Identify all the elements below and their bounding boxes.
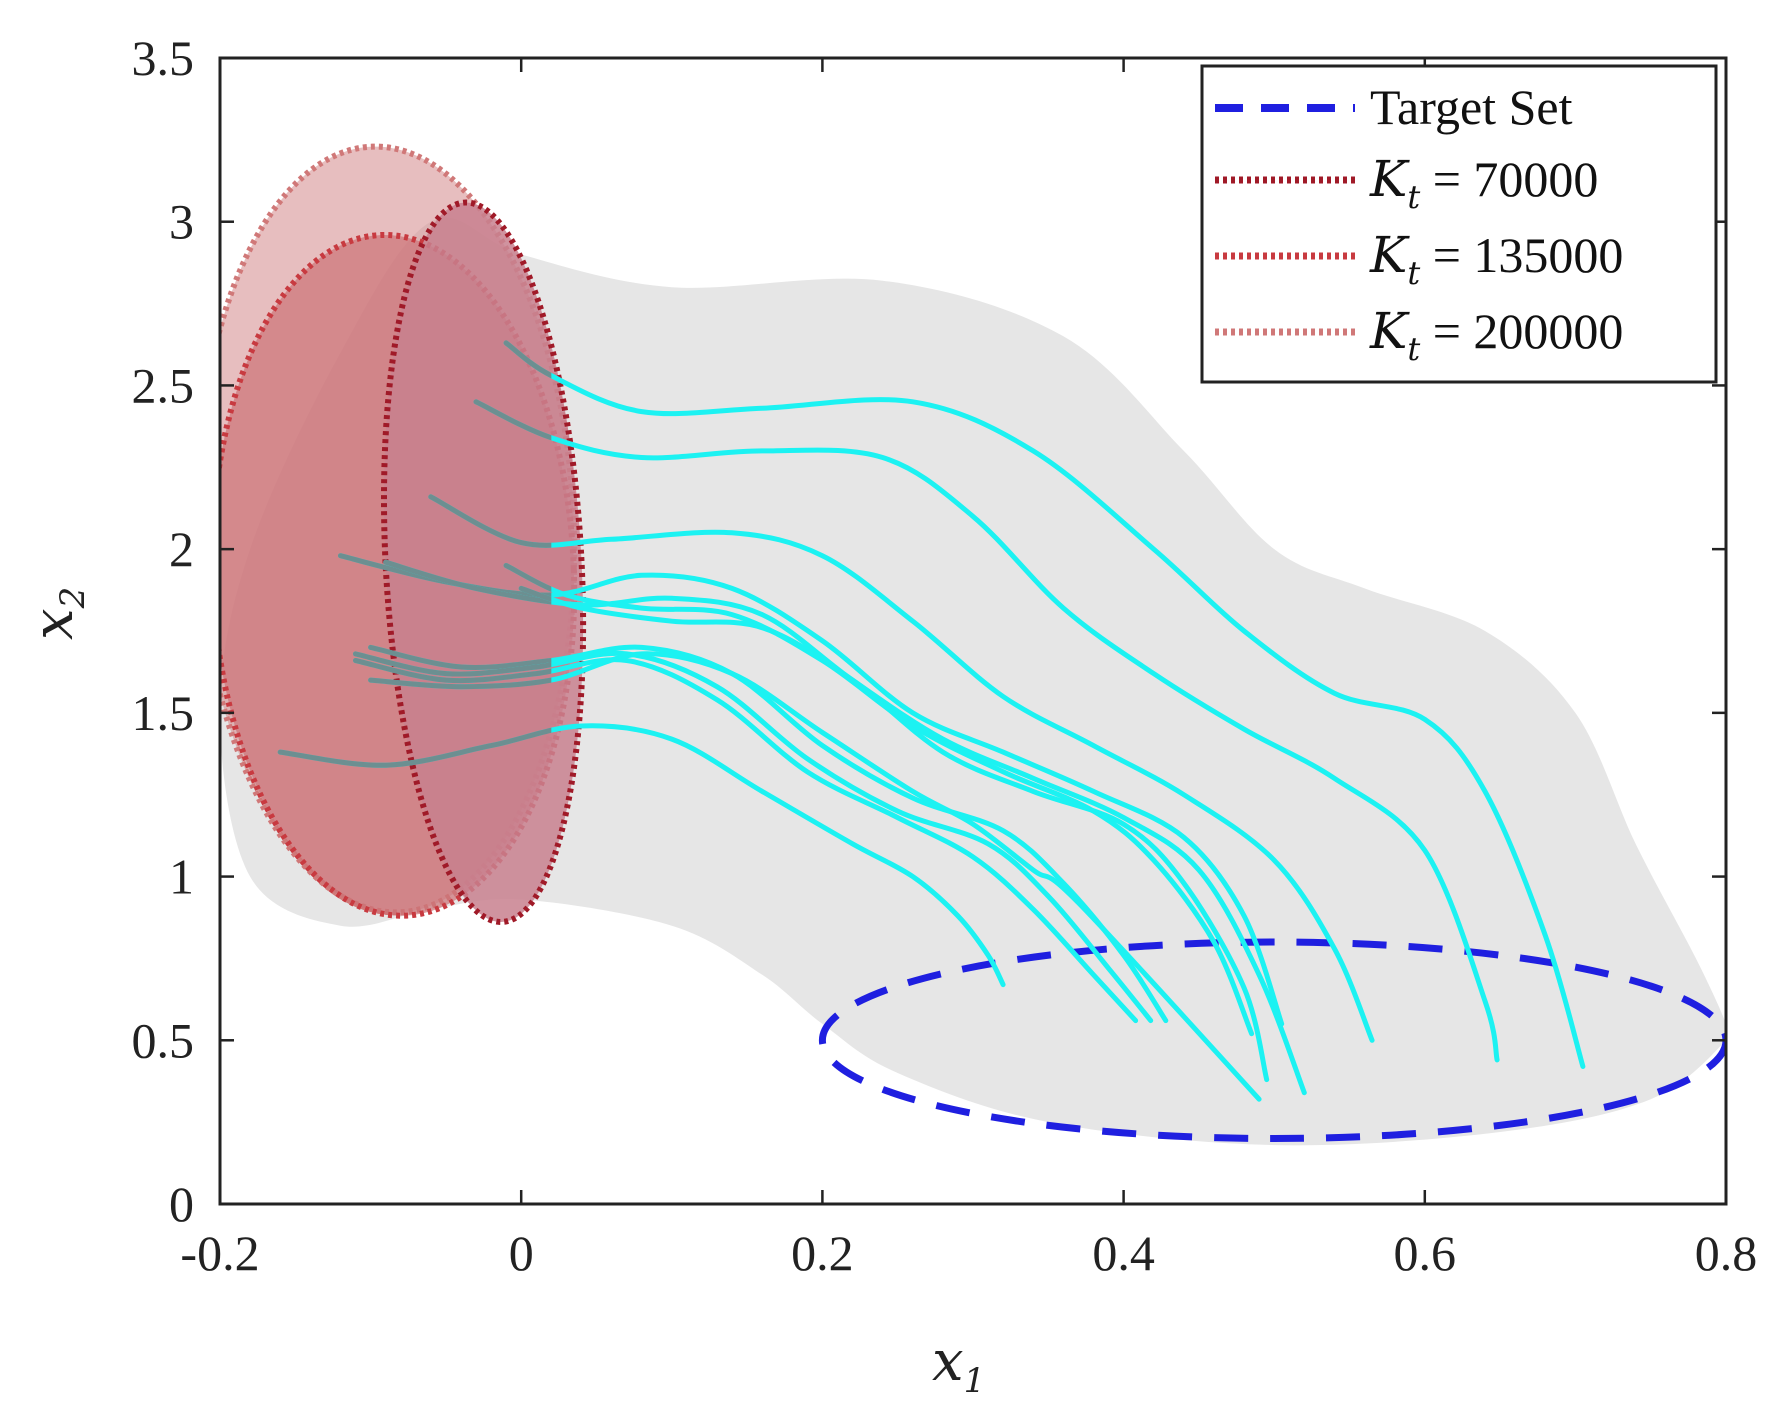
x-tick-label-3: 0.4 [1092,1225,1155,1281]
x-axis-label: x1 [932,1329,985,1401]
x-tick-label-4: 0.6 [1394,1225,1457,1281]
y-tick-label-5: 2.5 [132,357,195,413]
legend-label-kt-200000: Kt = 200000 [1369,302,1623,368]
legend-label-kt-70000: Kt = 70000 [1369,150,1598,216]
legend: Target Set Kt = 70000 Kt = 135000 Kt = 2… [1202,66,1716,382]
y-axis-label-main: x [21,608,86,640]
y-tick-label-4: 2 [169,521,194,577]
x-tick-label-1: 0 [509,1225,534,1281]
x-axis-label-subscript: 1 [964,1361,986,1401]
y-axis-label: x2 [21,587,93,640]
x-axis-label-main: x [932,1329,964,1394]
y-tick-label-6: 3 [169,194,194,250]
y-tick-label-2: 1 [169,849,194,905]
y-axis-label-subscript: 2 [53,587,93,610]
x-tick-label-5: 0.8 [1695,1225,1758,1281]
chart: -0.2 0 0.2 0.4 0.6 0.800.511.522.533.5 x1 x2 … [0,0,1790,1404]
legend-label-target-set: Target Set [1370,79,1573,135]
y-tick-label-3: 1.5 [132,685,195,741]
y-tick-label-1: 0.5 [132,1012,195,1068]
x-tick-label-2: 0.2 [791,1225,854,1281]
y-tick-label-7: 3.5 [132,30,195,86]
y-tick-label-0: 0 [169,1176,194,1232]
x-tick-label-0: -0.2 [180,1225,259,1281]
legend-label-kt-135000: Kt = 135000 [1369,226,1623,292]
